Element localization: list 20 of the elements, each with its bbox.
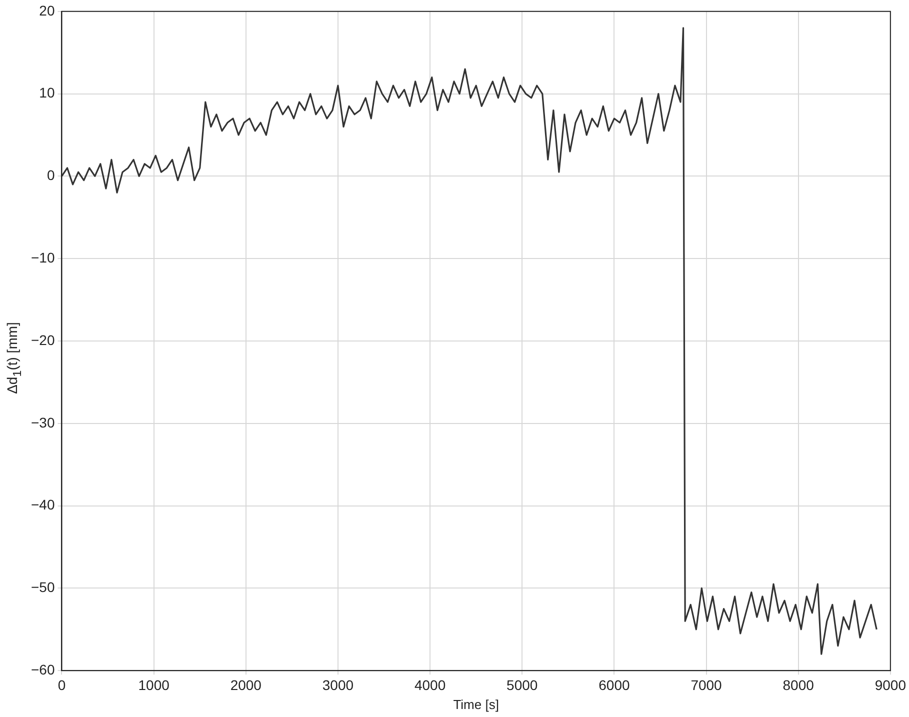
y-tick-label: 10 <box>39 84 55 101</box>
y-tick-label: −60 <box>31 661 55 678</box>
x-tick-label: 3000 <box>322 676 354 693</box>
y-tick-label: 0 <box>46 167 55 184</box>
y-tick-label: −10 <box>31 249 55 266</box>
x-tick-label: 5000 <box>506 676 538 693</box>
y-tick-label: −30 <box>31 414 55 430</box>
x-axis-title: Time [s] <box>453 696 499 712</box>
x-tick-label: 6000 <box>598 676 630 693</box>
x-tick-label: 9000 <box>874 676 906 693</box>
y-tick-label: −50 <box>31 579 55 596</box>
y-tick-label: −20 <box>31 332 55 348</box>
x-tick-label: 1000 <box>138 676 170 693</box>
x-tick-label: 0 <box>58 676 66 693</box>
x-tick-label: 7000 <box>690 676 722 693</box>
x-tick-label: 2000 <box>230 676 262 693</box>
x-tick-label: 8000 <box>782 676 814 693</box>
x-tick-label: 4000 <box>414 676 446 693</box>
y-tick-label: −40 <box>31 496 55 513</box>
y-tick-label: 20 <box>39 2 55 18</box>
